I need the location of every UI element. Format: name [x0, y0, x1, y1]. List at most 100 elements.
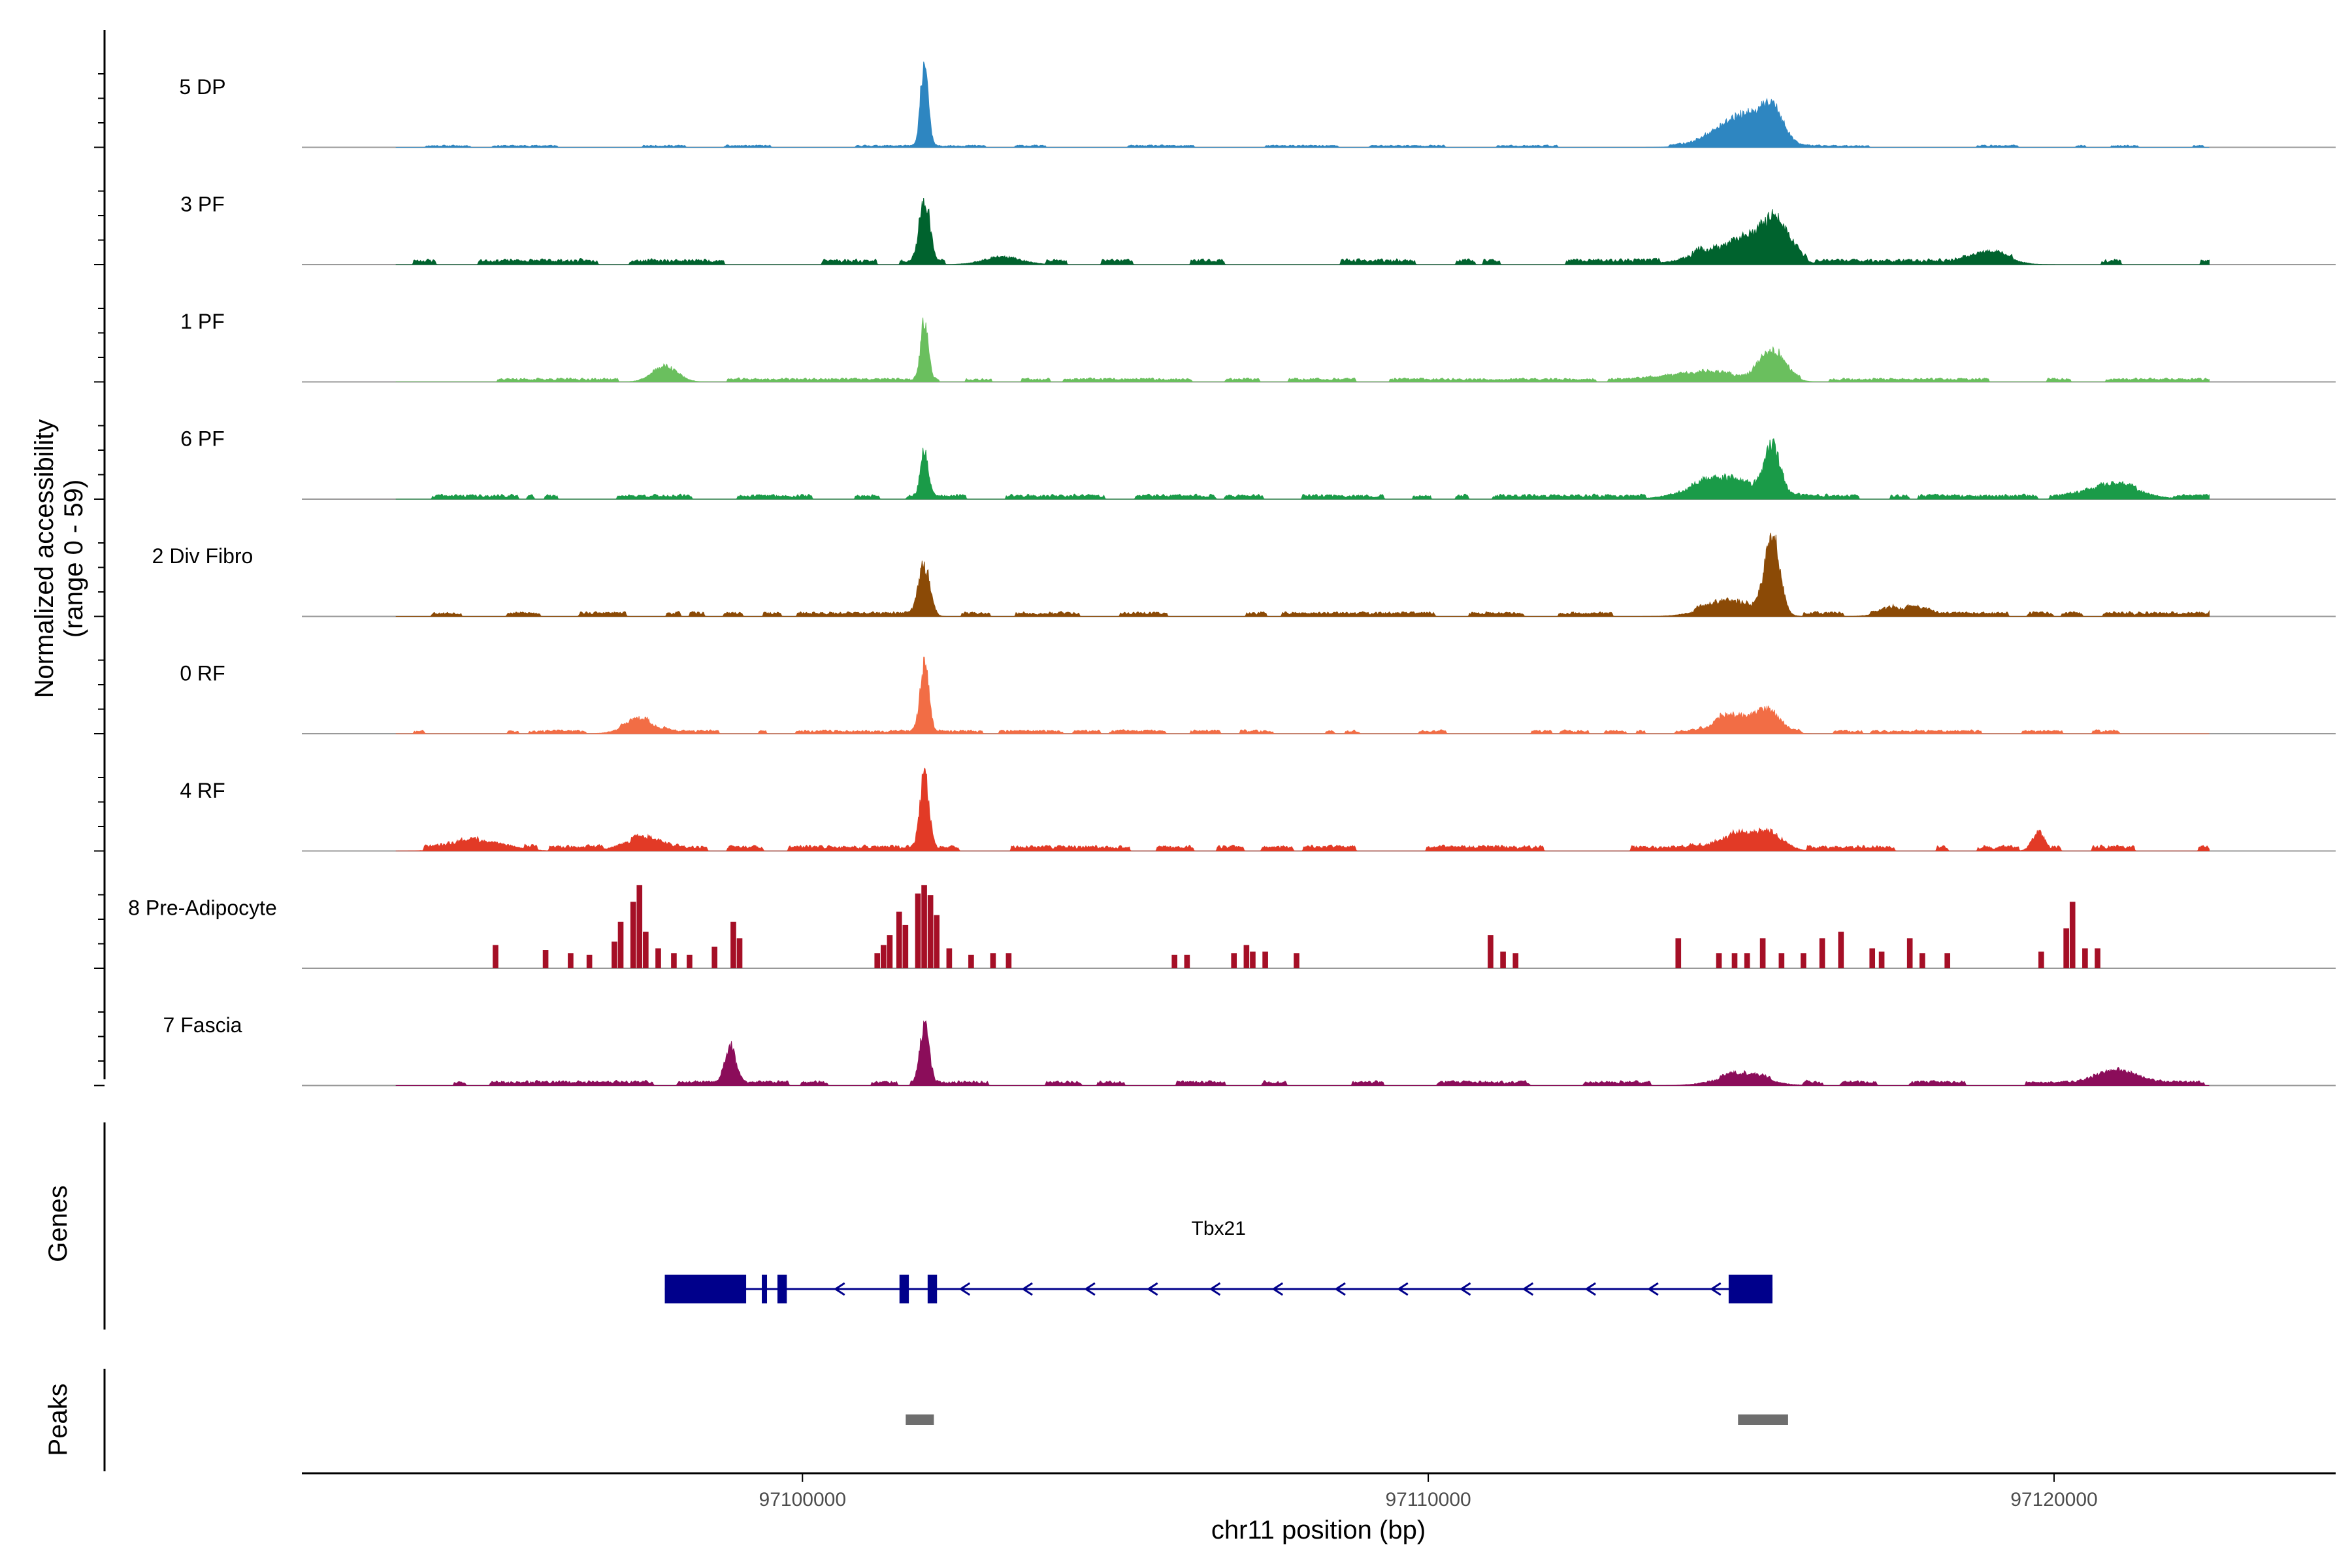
track-label: 4 RF [180, 779, 225, 802]
coverage-block [643, 932, 649, 968]
coverage-block [1838, 932, 1844, 968]
gene-exon [1728, 1275, 1772, 1303]
genes-track-title: Genes [44, 1185, 73, 1262]
track-label: 1 PF [180, 310, 225, 333]
gene-label-tbx21: Tbx21 [1192, 1218, 1246, 1239]
strand-arrow [833, 1282, 845, 1296]
coverage-area [395, 197, 2210, 265]
coverage-block [1231, 953, 1237, 968]
track-label: 0 RF [180, 662, 225, 685]
track-3-pf: 3 PF [180, 193, 2336, 265]
y-axis-title-line2: (range 0 - 59) [59, 480, 88, 638]
strand-arrow [1021, 1282, 1033, 1296]
track-5-dp: 5 DP [179, 61, 2336, 148]
coverage-block [636, 885, 643, 968]
coverage-block [1869, 948, 1876, 968]
x-tick-label: 97110000 [1385, 1489, 1471, 1511]
y-axis-title-line1: Normalized accessibility [30, 419, 59, 698]
genes-panel: Genes Tbx21 [44, 1122, 1772, 1330]
track-label: 5 DP [179, 75, 225, 99]
coverage-area [395, 438, 2210, 500]
strand-arrow [1146, 1282, 1158, 1296]
strand-arrow [1647, 1282, 1659, 1296]
coverage-block [730, 921, 736, 968]
track-7-fascia: 7 Fascia [163, 1013, 2336, 1086]
coverage-block [493, 945, 498, 968]
gene-exon [927, 1275, 938, 1303]
track-label: 6 PF [180, 427, 225, 451]
coverage-block [1500, 951, 1506, 968]
coverage-area [395, 532, 2210, 617]
strand-arrow [1334, 1282, 1346, 1296]
coverage-block [2069, 902, 2076, 968]
gene-exon [664, 1275, 747, 1303]
peak-region [906, 1414, 934, 1425]
coverage-block [896, 911, 902, 968]
coverage-block [1778, 953, 1785, 968]
coverage-block [655, 948, 661, 968]
coverage-block [1744, 953, 1750, 968]
coverage-block [1250, 951, 1256, 968]
strand-arrow [1709, 1282, 1722, 1296]
x-tick-label: 97120000 [2010, 1489, 2097, 1511]
coverage-area [395, 1020, 2210, 1086]
coverage-block [1731, 953, 1738, 968]
strand-arrow [1584, 1282, 1596, 1296]
coverage-block [902, 924, 909, 968]
coverage-area [395, 61, 2210, 148]
coverage-block [542, 950, 549, 968]
coverage-block [887, 935, 893, 968]
track-2-div-fibro: 2 Div Fibro [152, 532, 2336, 617]
peak-region [1738, 1414, 1788, 1425]
coverage-block [617, 921, 624, 968]
x-axis-title: chr11 position (bp) [1211, 1516, 1426, 1544]
gene-exon [762, 1275, 768, 1303]
coverage-block [1944, 953, 1950, 968]
coverage-block [630, 902, 636, 968]
coverage-area [395, 768, 2210, 852]
coverage-block [1243, 945, 1250, 968]
x-tick-label: 97100000 [759, 1489, 846, 1511]
coverage-block [874, 953, 881, 968]
x-axis-ticks: 97100000 97110000 97120000 [759, 1473, 2098, 1511]
coverage-y-axis-ticks [94, 73, 105, 1086]
coverage-block [915, 893, 921, 968]
strand-arrow [1397, 1282, 1409, 1296]
coverage-block [2038, 951, 2044, 968]
strand-arrow [1271, 1282, 1284, 1296]
track-label: 3 PF [180, 193, 225, 216]
peak-bars [906, 1414, 1788, 1425]
strand-arrow [1084, 1282, 1096, 1296]
gene-model [664, 1275, 1772, 1303]
gene-exon [899, 1275, 909, 1303]
coverage-area [395, 318, 2210, 382]
coverage-block [881, 945, 887, 968]
coverage-block [1906, 938, 1913, 968]
y-axis-title: Normalized accessibility (range 0 - 59) [30, 419, 88, 698]
coverage-block [1171, 955, 1178, 968]
track-0-rf: 0 RF [180, 657, 2336, 734]
coverage-block [1819, 938, 1825, 968]
coverage-block [1294, 953, 1299, 968]
coverage-tracks: 5 DP 3 PF 1 PF 6 PF 2 Div Fibro 0 RF 4 RF 8 Pre… [128, 61, 2336, 1086]
coverage-block [946, 948, 953, 968]
track-label: 8 Pre-Adipocyte [128, 896, 277, 920]
coverage-block [990, 953, 996, 968]
coverage-block [1262, 951, 1268, 968]
coverage-block [934, 915, 940, 968]
peaks-track-title: Peaks [44, 1383, 73, 1456]
coverage-block [1005, 953, 1012, 968]
coverage-block [586, 955, 593, 968]
coverage-block [687, 955, 693, 968]
peaks-panel: Peaks [44, 1369, 1788, 1471]
coverage-block [2082, 948, 2088, 968]
track-label: 7 Fascia [163, 1013, 242, 1037]
strand-arrow [958, 1282, 971, 1296]
track-6-pf: 6 PF [180, 427, 2336, 500]
coverage-block [1878, 951, 1885, 968]
track-1-pf: 1 PF [180, 310, 2336, 383]
strand-arrow [1459, 1282, 1471, 1296]
strand-arrow [1522, 1282, 1534, 1296]
coverage-block [1716, 953, 1722, 968]
coverage-block [968, 955, 974, 968]
